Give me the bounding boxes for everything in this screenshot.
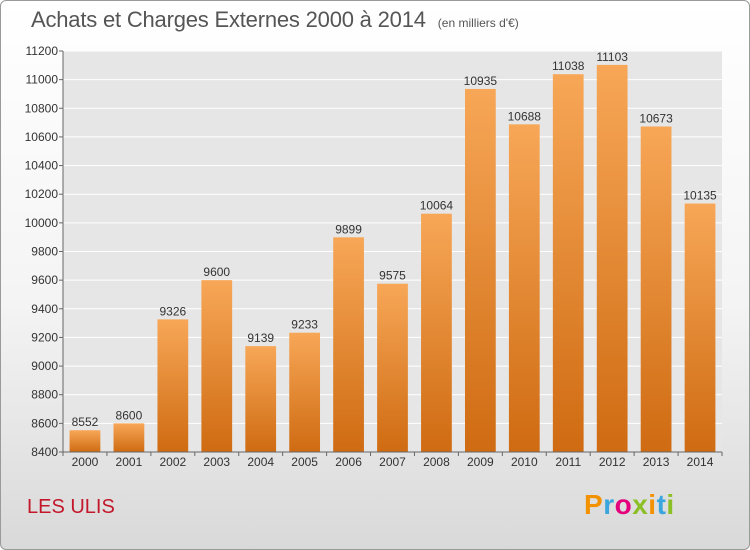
chart-title-block: Achats et Charges Externes 2000 à 2014 (e…	[31, 7, 519, 33]
bar	[69, 430, 101, 452]
x-tick-label: 2005	[291, 455, 318, 469]
x-tick-label: 2009	[467, 455, 494, 469]
logo-letter: i	[666, 489, 675, 520]
bar	[640, 126, 672, 452]
logo-letter: r	[603, 489, 615, 520]
y-tick-label: 10800	[25, 101, 59, 115]
bar	[596, 64, 628, 452]
logo-letter: i	[648, 489, 657, 520]
y-axis: 8400 8600 8800 9000 9200 9400 9600 9800 10000 102…	[25, 44, 64, 459]
data-label: 10935	[464, 74, 498, 88]
data-label: 9139	[247, 331, 274, 345]
data-label: 10135	[683, 189, 717, 203]
chart-title: Achats et Charges Externes 2000 à 2014	[31, 7, 426, 32]
bar	[464, 88, 496, 452]
x-tick-label: 2000	[72, 455, 99, 469]
bar	[113, 423, 145, 452]
y-tick-label: 9600	[31, 273, 58, 287]
data-label: 10688	[508, 109, 542, 123]
x-tick-label: 2011	[555, 455, 581, 469]
x-tick-label: 2006	[335, 455, 362, 469]
bar	[333, 237, 364, 452]
data-label: 8552	[72, 415, 99, 429]
bar	[421, 213, 452, 452]
data-label: 10064	[420, 199, 454, 213]
y-tick-label: 11200	[26, 44, 59, 58]
y-tick-label: 10600	[25, 130, 59, 144]
y-tick-label: 10400	[25, 159, 59, 173]
x-tick-label: 2001	[116, 455, 143, 469]
bar	[552, 74, 584, 452]
data-label: 11103	[596, 50, 628, 64]
data-label: 9575	[379, 269, 406, 283]
data-label: 11038	[552, 59, 585, 73]
x-tick-label: 2003	[203, 455, 230, 469]
y-tick-label: 10000	[25, 216, 59, 230]
bar	[157, 319, 189, 452]
data-label: 10673	[639, 111, 673, 125]
chart-unit: (en milliers d'€)	[437, 16, 519, 30]
y-tick-label: 9200	[31, 330, 58, 344]
y-tick-label: 9400	[31, 302, 58, 316]
y-tick-label: 8800	[31, 388, 58, 402]
x-tick-label: 2002	[159, 455, 186, 469]
y-tick-label: 8400	[31, 445, 58, 459]
x-tick-label: 2010	[511, 455, 538, 469]
x-tick-label: 2008	[423, 455, 450, 469]
bar	[201, 280, 233, 452]
y-tick-label: 8600	[31, 416, 58, 430]
y-tick-label: 10200	[25, 187, 59, 201]
data-labels: 8552 8600 9326 9600 9139 9233 9899 9575 10064 109…	[72, 50, 717, 429]
bar	[377, 283, 408, 452]
x-tick-label: 2013	[643, 455, 670, 469]
bar	[245, 346, 277, 452]
bars	[69, 64, 716, 452]
x-axis: 2000 2001 2002 2003 2004 2005 2006 2007 2008 2009…	[62, 451, 723, 469]
logo-letter: x	[632, 489, 649, 520]
bar	[508, 124, 540, 452]
y-tick-label: 9800	[31, 245, 58, 259]
logo-letter: o	[614, 489, 633, 520]
x-tick-label: 2004	[247, 455, 274, 469]
logo-letter: t	[656, 489, 667, 520]
x-tick-label: 2007	[379, 455, 406, 469]
location-label: LES ULIS	[27, 496, 115, 518]
x-tick-label: 2014	[687, 455, 714, 469]
data-label: 9899	[335, 222, 362, 236]
bar	[684, 203, 716, 452]
data-label: 9326	[159, 304, 186, 318]
data-label: 8600	[116, 408, 143, 422]
y-tick-label: 9000	[31, 359, 58, 373]
bar	[289, 332, 321, 452]
y-tick-label: 11000	[26, 73, 59, 87]
proxiti-logo: Proxiti	[584, 489, 675, 521]
data-label: 9233	[291, 318, 318, 332]
data-label: 9600	[203, 265, 230, 279]
x-tick-label: 2012	[599, 455, 626, 469]
logo-letter: P	[584, 489, 604, 520]
